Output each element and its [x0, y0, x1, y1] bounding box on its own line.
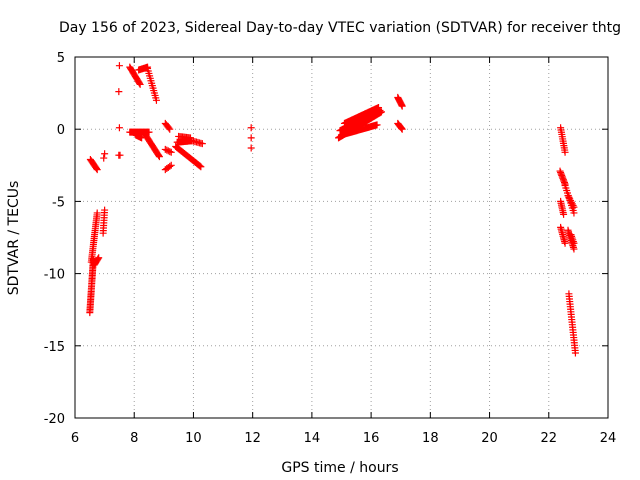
data-point: [166, 148, 174, 156]
data-point: [198, 140, 206, 148]
data-point: [115, 62, 123, 70]
data-point: [101, 150, 109, 158]
data-point: [567, 198, 575, 206]
data-point: [136, 80, 144, 88]
data-point: [155, 153, 163, 161]
y-tick-label: -15: [44, 340, 65, 355]
data-point: [247, 134, 255, 142]
data-point: [152, 96, 160, 104]
data-point: [95, 254, 103, 262]
data-point: [93, 209, 101, 217]
axis-ticks: [74, 56, 609, 419]
data-point: [398, 125, 406, 133]
data-point: [560, 210, 568, 218]
data-point: [567, 197, 575, 205]
x-tick-label: 8: [130, 431, 138, 446]
data-point: [93, 166, 101, 174]
y-tick-label: -10: [44, 268, 65, 283]
data-point: [570, 239, 578, 247]
data-point: [161, 145, 169, 153]
x-tick-label: 22: [541, 431, 558, 446]
data-point: [138, 134, 146, 142]
data-point: [570, 203, 578, 211]
data-point: [566, 195, 574, 203]
data-point: [373, 121, 381, 129]
plot-frame: [74, 56, 609, 419]
data-point: [561, 239, 569, 247]
y-tick-labels: -20 -15 -10 -5 0 5: [44, 51, 65, 427]
data-point: [398, 102, 406, 110]
data-point: [196, 162, 204, 170]
data-point: [197, 163, 205, 171]
data-point: [94, 255, 102, 263]
data-point: [116, 151, 124, 159]
grid-lines: [75, 57, 608, 418]
data-point: [565, 193, 573, 201]
y-axis-label: SDTVAR / TECUs: [6, 181, 22, 296]
x-tick-label: 6: [71, 431, 79, 446]
data-point: [92, 165, 100, 173]
data-points: [86, 62, 579, 357]
data-point: [167, 148, 175, 156]
y-tick-label: 0: [57, 123, 65, 138]
chart-title: Day 156 of 2023, Sidereal Day-to-day VTE…: [59, 20, 621, 36]
x-tick-label: 24: [600, 431, 617, 446]
y-tick-label: -20: [44, 412, 65, 427]
data-point: [164, 147, 172, 155]
data-point: [165, 124, 173, 132]
data-point: [166, 162, 174, 170]
data-point: [568, 200, 576, 208]
data-point: [569, 202, 577, 210]
data-point: [564, 192, 572, 200]
data-point: [163, 146, 171, 154]
data-point: [247, 144, 255, 152]
x-tick-label: 10: [185, 431, 202, 446]
data-point: [115, 124, 123, 132]
data-point: [571, 349, 579, 357]
data-point: [375, 104, 383, 112]
y-tick-label: -5: [52, 195, 65, 210]
y-tick-label: 5: [57, 51, 65, 66]
data-point: [115, 88, 123, 96]
data-point: [101, 206, 109, 214]
data-point: [135, 79, 143, 87]
data-point: [561, 148, 569, 156]
data-point: [166, 125, 174, 133]
data-point: [398, 124, 406, 132]
x-tick-label: 16: [363, 431, 380, 446]
data-point: [155, 152, 163, 160]
data-point: [397, 124, 405, 132]
data-point: [145, 128, 153, 136]
data-point: [100, 154, 108, 162]
x-axis-label: GPS time / hours: [281, 460, 398, 476]
data-point: [247, 124, 255, 132]
data-point: [167, 161, 175, 169]
x-tick-label: 14: [304, 431, 321, 446]
x-tick-labels: 6 8 10 12 14 16 18 20 22 24: [71, 431, 616, 446]
x-tick-label: 12: [244, 431, 261, 446]
x-tick-label: 20: [481, 431, 498, 446]
x-tick-label: 18: [422, 431, 439, 446]
